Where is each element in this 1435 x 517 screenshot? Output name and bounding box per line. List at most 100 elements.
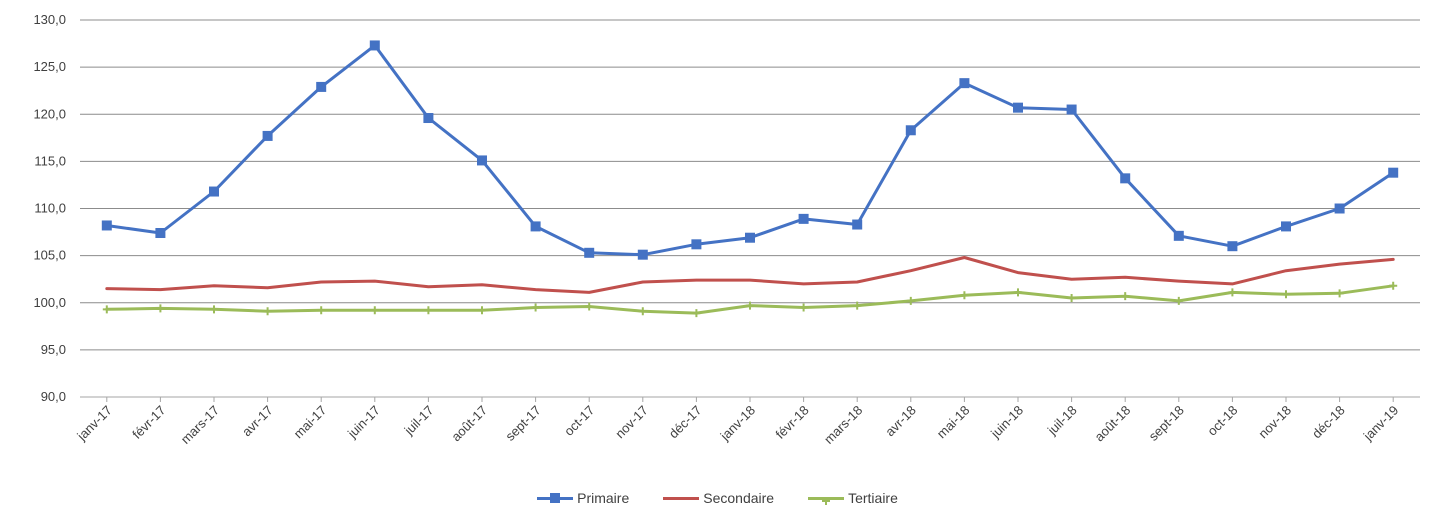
data-point	[531, 303, 540, 312]
x-tick-label: mai-18	[934, 403, 973, 442]
x-tick-label: juil-18	[1044, 403, 1080, 439]
data-point	[1014, 288, 1022, 297]
x-tick-label: sept-18	[1146, 403, 1187, 444]
series-tertiaire	[102, 281, 1398, 318]
data-point	[1173, 230, 1184, 241]
y-tick-label: 130,0	[33, 12, 66, 27]
data-point	[1334, 203, 1345, 214]
data-point	[1228, 288, 1237, 297]
data-point	[210, 305, 218, 314]
y-tick-label: 110,0	[34, 201, 66, 216]
gridlines	[80, 19, 1420, 398]
x-tick-label: oct-18	[1204, 403, 1240, 439]
data-point	[370, 306, 379, 315]
data-point	[1335, 289, 1344, 298]
data-point	[1120, 173, 1131, 184]
data-point	[155, 228, 166, 239]
x-tick-label: mars-18	[821, 403, 865, 447]
data-point	[1121, 292, 1130, 301]
data-point	[692, 309, 701, 318]
data-point	[691, 239, 702, 250]
data-point	[584, 247, 595, 258]
x-tick-label: août-17	[448, 403, 490, 445]
data-point	[316, 81, 327, 92]
legend-label: Tertiaire	[848, 490, 898, 506]
data-point	[102, 305, 111, 314]
x-tick-label: janv-18	[717, 403, 758, 444]
data-point	[478, 306, 486, 315]
data-point	[853, 301, 862, 310]
data-point	[1281, 221, 1291, 232]
legend-item-primaire: Primaire	[537, 490, 629, 506]
data-point	[156, 304, 165, 313]
data-point	[906, 296, 915, 305]
legend-swatch	[808, 491, 845, 505]
x-tick-label: janv-17	[73, 403, 114, 444]
x-tick-label: nov-17	[612, 403, 651, 442]
data-point	[799, 303, 808, 312]
data-point	[424, 306, 433, 315]
data-point	[905, 125, 916, 136]
y-tick-label: 95,0	[41, 342, 66, 357]
series-layer	[101, 40, 1399, 318]
x-tick-label: avr-18	[882, 403, 919, 440]
series-line	[105, 43, 1395, 257]
x-axis-tick-labels: janv-17 févr-17 mars-17 avr-17 mai-17 juin-17…	[73, 397, 1401, 447]
data-point	[637, 249, 648, 260]
data-point	[1067, 294, 1076, 303]
y-tick-label: 115,0	[34, 153, 66, 168]
data-point	[423, 113, 434, 124]
x-tick-label: févr-18	[772, 403, 811, 442]
x-tick-label: déc-17	[666, 403, 705, 442]
x-tick-label: juil-17	[401, 403, 437, 439]
series-secondaire	[105, 256, 1395, 294]
data-point	[585, 302, 594, 311]
y-tick-label: 125,0	[33, 59, 66, 74]
x-tick-label: juin-17	[344, 403, 383, 442]
y-tick-label: 120,0	[33, 106, 66, 121]
legend-swatch	[537, 491, 574, 505]
data-point	[745, 232, 755, 243]
x-tick-label: oct-17	[561, 403, 597, 439]
data-point	[1066, 104, 1077, 115]
data-point	[959, 78, 970, 89]
data-point	[317, 306, 326, 315]
x-tick-label: mai-17	[291, 403, 330, 442]
x-tick-label: sept-17	[502, 403, 543, 444]
x-tick-label: déc-18	[1309, 403, 1348, 442]
data-point	[477, 155, 487, 166]
data-point	[746, 301, 754, 310]
data-point	[960, 291, 969, 300]
data-point	[262, 130, 273, 141]
legend: Primaire Secondaire Tertiaire	[0, 486, 1435, 510]
y-tick-label: 90,0	[41, 389, 66, 404]
legend-label: Primaire	[577, 490, 630, 506]
data-point	[1174, 296, 1183, 305]
data-point	[369, 40, 380, 51]
data-point	[101, 220, 112, 231]
x-tick-label: févr-17	[129, 403, 168, 442]
legend-item-secondaire: Secondaire	[663, 490, 774, 506]
x-tick-label: nov-18	[1255, 403, 1294, 442]
data-point	[852, 219, 863, 230]
data-point	[1227, 241, 1238, 252]
data-point	[1282, 290, 1290, 299]
data-point	[263, 307, 272, 316]
data-point	[1388, 167, 1399, 178]
data-point	[798, 213, 809, 224]
legend-swatch	[663, 491, 700, 505]
legend-item-tertiaire: Tertiaire	[808, 490, 898, 506]
y-tick-label: 100,0	[33, 295, 66, 310]
x-tick-label: janv-19	[1360, 403, 1401, 444]
legend-label: Secondaire	[703, 490, 775, 506]
data-point	[209, 186, 219, 197]
x-tick-label: mars-17	[178, 403, 222, 447]
x-tick-label: juin-18	[987, 403, 1026, 442]
data-point	[638, 307, 647, 316]
series-primaire	[101, 40, 1399, 260]
series-line	[105, 256, 1395, 294]
data-point	[1013, 102, 1023, 113]
x-tick-label: avr-17	[239, 403, 276, 440]
